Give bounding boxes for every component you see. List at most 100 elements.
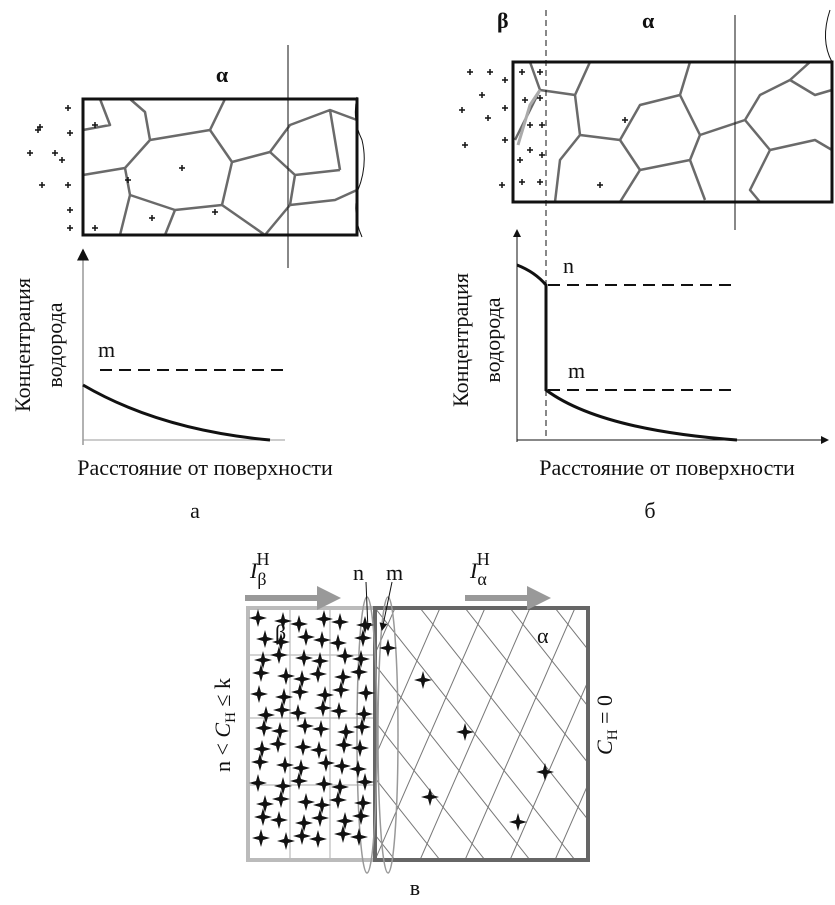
- hydrogen-atom: [350, 663, 368, 681]
- hydrogen-atom: [479, 92, 485, 98]
- hydrogen-atom: [290, 615, 308, 633]
- hydrogen-atom: [276, 756, 294, 774]
- hydrogen-atom: [352, 650, 370, 668]
- hatch-line: [645, 608, 755, 860]
- hydrogen-atom: [273, 701, 291, 719]
- hatch-line: [690, 608, 800, 860]
- y-label: водорода: [42, 302, 67, 387]
- level-label: m: [98, 337, 115, 362]
- hydrogen-atom: [527, 147, 533, 153]
- hydrogen-atom: [357, 684, 375, 702]
- hydrogen-atom: [352, 807, 370, 825]
- hydrogen-atom: [250, 685, 268, 703]
- hydrogen-atom: [354, 629, 372, 647]
- hydrogen-atom: [296, 717, 314, 735]
- hydrogen-atom: [294, 738, 312, 756]
- hydrogen-atom: [414, 671, 432, 689]
- hydrogen-atom: [522, 97, 528, 103]
- hatch-line: [780, 608, 835, 860]
- hydrogen-atom: [537, 69, 543, 75]
- hatch-line: [510, 608, 620, 860]
- hydrogen-atom: [249, 609, 267, 627]
- hydrogen-atom: [271, 722, 289, 740]
- y-label: Концентрация: [448, 273, 473, 407]
- hydrogen-atom: [309, 830, 327, 848]
- hydrogen-atom: [311, 809, 329, 827]
- hydrogen-atom: [353, 718, 371, 736]
- hydrogen-atom: [336, 812, 354, 830]
- hydrogen-atom: [290, 772, 308, 790]
- hydrogen-atom: [527, 122, 533, 128]
- hatch-line: [150, 608, 260, 860]
- flux-label: IβH: [249, 549, 270, 589]
- hydrogen-atom: [622, 117, 628, 123]
- hydrogen-atom: [517, 157, 523, 163]
- hydrogen-atom: [330, 702, 348, 720]
- hatch-line: [735, 608, 835, 860]
- hydrogen-atom: [295, 649, 313, 667]
- hydrogen-atom: [332, 681, 350, 699]
- hydrogen-atom: [502, 105, 508, 111]
- hydrogen-atom: [356, 773, 374, 791]
- hydrogen-atom: [251, 753, 269, 771]
- hydrogen-atom: [597, 182, 603, 188]
- hydrogen-atom: [312, 720, 330, 738]
- hatch-line: [240, 608, 350, 860]
- x-label: Расстояние от поверхности: [539, 455, 795, 480]
- hatch-line: [645, 608, 835, 860]
- phase-label: α: [642, 8, 655, 33]
- hydrogen-atom: [291, 683, 309, 701]
- hydrogen-atom: [310, 741, 328, 759]
- hydrogen-atom: [149, 215, 155, 221]
- hydrogen-atom: [295, 814, 313, 832]
- hydrogen-atom: [329, 791, 347, 809]
- level-label: n: [563, 253, 574, 278]
- hydrogen-atom: [487, 69, 493, 75]
- hydrogen-atom: [27, 150, 33, 156]
- caption: в: [410, 875, 420, 900]
- hatch-line: [15, 608, 215, 860]
- panel-b: β α n m Концентрация водорода Расстояние…: [448, 8, 832, 523]
- hydrogen-atom: [351, 739, 369, 757]
- hydrogen-atom: [467, 69, 473, 75]
- hydrogen-atom: [270, 646, 288, 664]
- hydrogen-atom: [65, 105, 71, 111]
- hydrogen-atom: [519, 179, 525, 185]
- hydrogen-atom: [316, 686, 334, 704]
- hatch-line: [240, 608, 440, 860]
- y-label: водорода: [480, 297, 505, 382]
- hatch-line: [15, 608, 125, 860]
- hydrogen-atom: [334, 825, 352, 843]
- hydrogen-atom: [379, 639, 397, 657]
- hydrogen-atom: [272, 790, 290, 808]
- left-condition: n < CH ≤ k: [210, 678, 239, 772]
- hydrogen-atom: [313, 796, 331, 814]
- hydrogen-atom: [212, 209, 218, 215]
- hydrogen-atom: [337, 723, 355, 741]
- hydrogen-atom: [254, 651, 272, 669]
- hydrogen-atom: [317, 754, 335, 772]
- hydrogen-atom: [309, 665, 327, 683]
- hatch-line: [60, 608, 170, 860]
- hatch-line: [105, 608, 305, 860]
- hydrogen-atom: [519, 69, 525, 75]
- hydrogen-atom: [459, 107, 465, 113]
- hydrogen-atom: [254, 808, 272, 826]
- hydrogen-atom: [331, 613, 349, 631]
- phase-label: β: [497, 8, 509, 33]
- hydrogen-atom: [297, 793, 315, 811]
- hydrogen-atom: [313, 631, 331, 649]
- hydrogen-atom: [270, 811, 288, 829]
- hydrogen-atom: [331, 778, 349, 796]
- panel-a: α m Концентрация водорода Расстояние от …: [10, 45, 364, 523]
- hydrogen-atom: [52, 150, 58, 156]
- hydrogen-atom: [293, 827, 311, 845]
- hydrogen-atom: [421, 788, 439, 806]
- hydrogen-atom: [329, 634, 347, 652]
- hydrogen-atom: [485, 115, 491, 121]
- hydrogen-atom: [456, 723, 474, 741]
- hydrogen-atom: [292, 759, 310, 777]
- hatch-line: [735, 608, 835, 860]
- hydrogen-atom: [462, 142, 468, 148]
- hydrogen-atom: [277, 667, 295, 685]
